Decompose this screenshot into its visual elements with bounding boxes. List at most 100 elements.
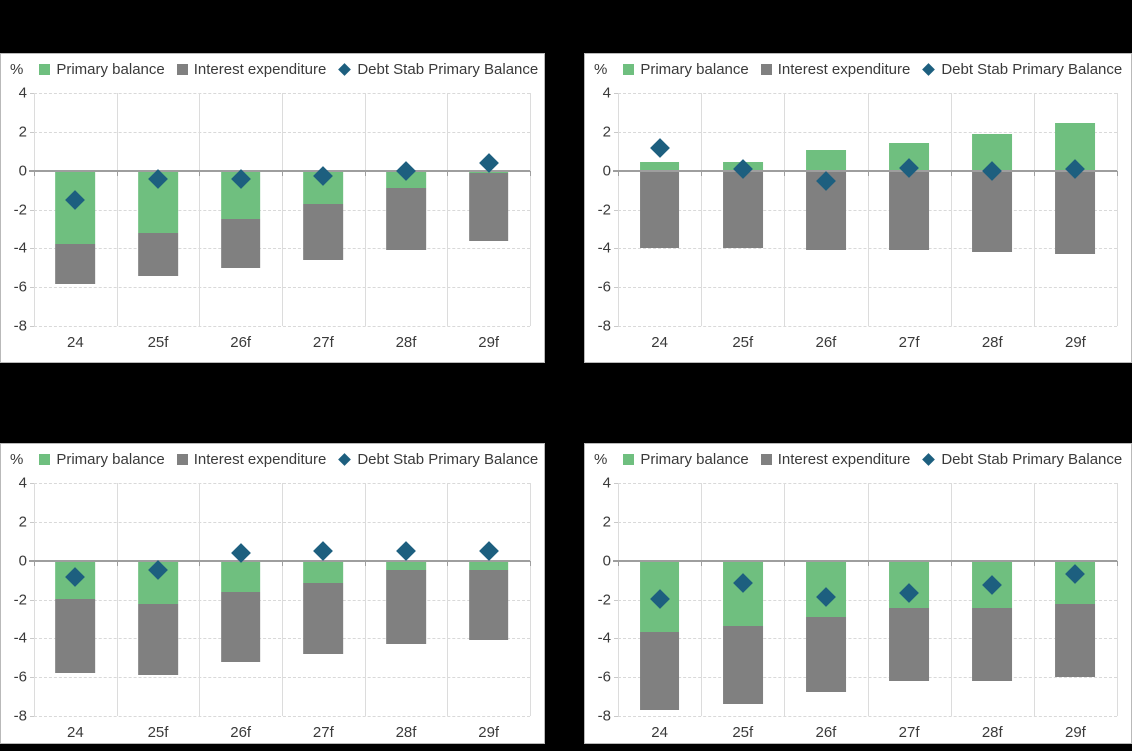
bar-segment-primary-balance: [303, 560, 344, 583]
y-axis-tick-label: 0: [18, 162, 27, 180]
zero-axis-tick: [34, 170, 35, 176]
gridline-vertical: [116, 483, 118, 716]
gridline-vertical: [199, 483, 201, 716]
x-axis-category-label: 27f: [898, 334, 920, 351]
y-axis-tick: [614, 716, 618, 717]
bar-segment-interest-expenditure: [303, 582, 344, 654]
bar-segment-interest-expenditure: [138, 232, 178, 277]
bar-segment-interest-expenditure: [468, 172, 509, 241]
x-axis-category-label: 27f: [898, 724, 920, 741]
legend-item-debt-stab: Debt Stab Primary Balance: [922, 451, 1122, 468]
legend-label: Primary balance: [56, 61, 165, 78]
x-axis-category-label: 28f: [981, 724, 1003, 741]
bar-segment-primary-balance: [220, 560, 261, 592]
bar-segment-interest-expenditure: [138, 604, 178, 676]
zero-axis-line: [29, 169, 530, 172]
zero-axis-tick: [199, 560, 201, 566]
diamond-marker-icon: [922, 453, 936, 466]
zero-axis-line: [613, 559, 1117, 562]
zero-axis-tick: [867, 170, 869, 176]
legend-item-interest-expenditure: Interest expenditure: [760, 451, 911, 468]
zero-axis-tick: [447, 170, 449, 176]
x-axis-category-label: 25f: [732, 724, 754, 741]
bar-segment-interest-expenditure: [639, 631, 680, 711]
y-axis-tick-label: 2: [602, 123, 611, 141]
zero-axis-tick: [1117, 560, 1118, 566]
y-axis-tick: [30, 716, 34, 717]
zero-axis-line: [29, 559, 530, 562]
bar-segment-primary-balance: [639, 161, 680, 171]
legend-label: Interest expenditure: [777, 61, 911, 78]
y-axis-tick-label: 4: [602, 474, 611, 492]
y-axis-tick-label: -2: [13, 591, 27, 608]
y-axis-tick-label: -4: [13, 629, 27, 647]
x-axis-category-label: 24: [66, 724, 84, 741]
y-axis-tick-label: -4: [597, 629, 611, 647]
gridline-vertical: [784, 93, 786, 326]
y-axis-tick: [614, 326, 618, 327]
legend-label: Debt Stab Primary Balance: [941, 451, 1123, 468]
x-axis-category-label: 29f: [1064, 724, 1086, 741]
x-axis-category-label: 28f: [395, 724, 417, 741]
primary-balance-swatch-icon: [39, 454, 51, 465]
legend-item-primary-balance: Primary balance: [39, 61, 165, 78]
y-axis-tick: [30, 599, 34, 601]
x-axis-category-label: 24: [651, 334, 668, 351]
zero-axis-tick: [950, 170, 952, 176]
debt-stab-diamond-marker: [313, 541, 334, 561]
primary-balance-swatch-icon: [39, 64, 51, 75]
primary-balance-swatch-icon: [623, 64, 635, 75]
gridline-horizontal: [618, 716, 1117, 717]
zero-axis-tick: [867, 560, 869, 566]
y-axis-tick: [614, 483, 618, 484]
y-axis-tick-label: -2: [597, 201, 611, 218]
y-axis-tick: [614, 93, 618, 94]
y-axis-tick: [614, 599, 618, 601]
zero-axis-tick: [701, 170, 703, 176]
x-axis-category-label: 27f: [312, 724, 334, 741]
zero-axis-tick: [1033, 560, 1035, 566]
diamond-marker-icon: [922, 63, 936, 76]
bar-segment-interest-expenditure: [386, 570, 426, 645]
gridline-vertical: [34, 93, 35, 326]
y-axis-tick-label: -4: [13, 239, 27, 257]
gridline-vertical: [447, 93, 449, 326]
x-axis-category-label: 24: [66, 334, 84, 351]
bar-segment-primary-balance: [722, 560, 763, 626]
x-axis-category-label: 25f: [147, 724, 169, 741]
debt-stab-diamond-marker: [649, 138, 670, 159]
y-axis-tick-label: -8: [13, 707, 27, 725]
y-axis-tick: [30, 638, 34, 640]
legend-item-primary-balance: Primary balance: [623, 61, 749, 78]
gridline-vertical: [1117, 483, 1118, 716]
gridline-vertical: [867, 483, 869, 716]
y-axis-tick-label: 2: [18, 513, 27, 531]
gridline-vertical: [950, 93, 952, 326]
legend-label: Interest expenditure: [777, 451, 911, 468]
legend-item-interest-expenditure: Interest expenditure: [176, 451, 326, 468]
plot-area: 4 2 0 -2 -4 -6 -8 24 25f 26f 27f 28f 29f: [598, 475, 1118, 741]
plot-area: 4 2 0 -2 -4 -6 -8 24 25f 26f 27f 28f 29f: [14, 85, 531, 351]
y-axis-tick-label: -6: [13, 668, 27, 686]
y-axis-tick-label: -2: [597, 591, 611, 608]
y-axis-tick-label: 2: [18, 123, 27, 141]
gridline-vertical: [364, 483, 366, 716]
legend-label: Debt Stab Primary Balance: [941, 61, 1123, 78]
bar-segment-interest-expenditure: [386, 188, 426, 251]
gridline-vertical: [364, 93, 366, 326]
chart-legend: % Primary balance Interest expenditure D…: [594, 451, 1129, 468]
gridline-vertical: [784, 483, 786, 716]
gridline-vertical: [447, 483, 449, 716]
zero-axis-tick: [34, 560, 35, 566]
y-axis-tick-label: -2: [13, 201, 27, 218]
y-axis-unit-label: %: [10, 61, 24, 78]
x-axis-category-label: 25f: [732, 334, 754, 351]
x-axis-category-label: 25f: [147, 334, 169, 351]
y-axis-tick-label: -4: [597, 239, 611, 257]
legend-item-debt-stab: Debt Stab Primary Balance: [338, 61, 538, 78]
y-axis-tick: [30, 326, 34, 327]
y-axis-tick-label: 4: [18, 474, 27, 492]
interest-expenditure-swatch-icon: [176, 64, 188, 75]
x-axis-category-label: 29f: [478, 724, 500, 741]
y-axis-tick-label: 4: [602, 84, 611, 102]
